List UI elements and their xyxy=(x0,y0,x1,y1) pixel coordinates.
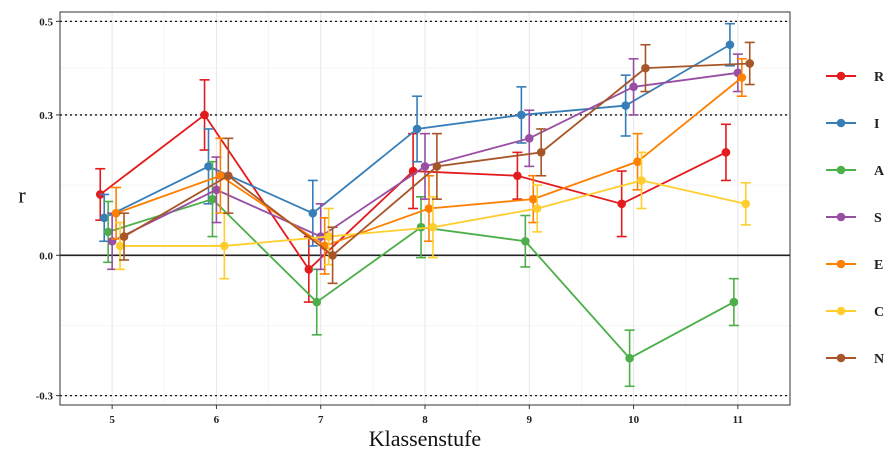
series-S xyxy=(107,53,743,271)
legend: R I A S E C N xyxy=(826,70,885,367)
y-tick-label: 0.5 xyxy=(39,16,53,28)
y-tick-label: 0.0 xyxy=(39,250,53,262)
y-tick-label: 0.3 xyxy=(39,110,53,122)
data-point xyxy=(521,236,530,246)
data-point xyxy=(312,297,322,307)
x-tick-label: 6 xyxy=(214,414,220,426)
data-point xyxy=(204,162,213,171)
legend-item-I: I xyxy=(826,117,879,132)
legend-item-E: E xyxy=(826,258,883,273)
data-point xyxy=(304,265,314,274)
data-point xyxy=(633,157,642,167)
data-point xyxy=(212,185,221,195)
x-tick-label: 10 xyxy=(628,414,640,426)
y-axis: -0.3 0.0 0.3 0.5 xyxy=(36,16,60,403)
data-point xyxy=(524,134,534,143)
data-point xyxy=(424,204,434,213)
series-layer xyxy=(95,22,755,388)
data-point xyxy=(432,162,442,171)
data-point xyxy=(536,148,546,157)
reference-lines xyxy=(60,20,790,397)
y-axis-title: r xyxy=(18,183,26,208)
x-tick-label: 7 xyxy=(318,414,324,426)
data-point xyxy=(216,171,225,181)
legend-key-point xyxy=(836,306,846,316)
legend-key-point xyxy=(836,212,846,222)
legend-label: N xyxy=(874,352,884,367)
data-point xyxy=(119,232,129,241)
data-point xyxy=(220,241,229,251)
data-point xyxy=(637,176,646,185)
legend-item-N: N xyxy=(826,352,884,367)
series-N xyxy=(119,41,755,285)
legend-item-S: S xyxy=(826,211,882,226)
x-tick-label: 5 xyxy=(109,414,115,426)
data-point xyxy=(641,63,650,73)
legend-item-A: A xyxy=(826,164,885,179)
data-point xyxy=(328,250,337,260)
legend-label: I xyxy=(874,117,879,132)
legend-key-point xyxy=(836,71,846,81)
legend-key-point xyxy=(836,259,846,269)
legend-key-point xyxy=(836,118,846,128)
x-tick-label: 8 xyxy=(422,414,428,426)
data-point xyxy=(528,194,538,204)
y-tick-label: -0.3 xyxy=(36,391,54,403)
series-I xyxy=(99,22,735,247)
data-point xyxy=(721,148,731,157)
series-C xyxy=(115,151,751,280)
legend-item-R: R xyxy=(826,70,885,85)
data-point xyxy=(621,101,630,110)
data-point xyxy=(625,353,634,363)
data-point xyxy=(745,59,755,68)
data-point xyxy=(725,40,735,50)
data-point xyxy=(513,171,522,181)
data-point xyxy=(208,194,217,204)
data-point xyxy=(737,73,747,82)
data-point xyxy=(517,110,526,120)
legend-label: E xyxy=(874,258,883,273)
series-A xyxy=(103,160,739,388)
legend-item-C: C xyxy=(826,305,884,320)
data-point xyxy=(111,208,121,218)
data-point xyxy=(308,208,318,218)
x-tick-label: 11 xyxy=(733,414,743,426)
legend-label: A xyxy=(874,164,885,179)
data-point xyxy=(420,162,430,171)
data-point xyxy=(224,171,233,181)
data-point xyxy=(99,213,109,223)
data-point xyxy=(729,297,739,307)
data-point xyxy=(324,232,333,241)
series-R xyxy=(95,79,731,303)
data-point xyxy=(629,82,638,92)
legend-label: S xyxy=(874,211,882,226)
legend-label: R xyxy=(874,70,885,85)
legend-key-point xyxy=(836,165,846,175)
x-tick-label: 9 xyxy=(527,414,533,426)
data-point xyxy=(412,124,422,134)
data-point xyxy=(741,199,751,209)
data-point xyxy=(617,199,626,209)
x-axis: 5 6 7 8 9 10 11 xyxy=(109,405,743,426)
legend-key-point xyxy=(836,353,846,363)
data-point xyxy=(532,204,542,213)
data-point xyxy=(200,110,209,120)
x-axis-title: Klassenstufe xyxy=(369,426,481,451)
data-point xyxy=(428,222,438,232)
data-point xyxy=(115,241,125,251)
data-point xyxy=(103,227,113,237)
legend-label: C xyxy=(874,305,884,320)
